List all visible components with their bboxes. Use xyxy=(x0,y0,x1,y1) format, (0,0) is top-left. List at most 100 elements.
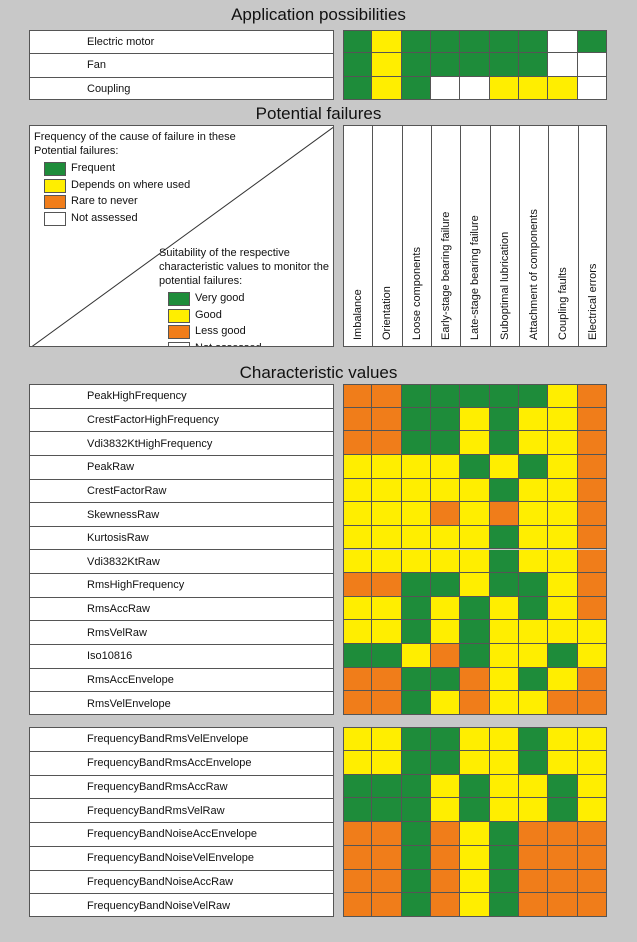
rating-cell xyxy=(460,620,490,645)
rating-cell xyxy=(343,549,373,574)
rating-cell xyxy=(343,822,373,846)
rating-cell xyxy=(401,750,431,775)
rating-cell xyxy=(401,691,431,715)
rating-cell xyxy=(548,596,578,621)
rating-cell xyxy=(548,845,578,870)
rating-cell xyxy=(489,384,519,408)
rating-cell xyxy=(460,869,490,894)
row-label-text: RmsVelEnvelope xyxy=(87,698,171,711)
rating-cell xyxy=(548,644,578,668)
rating-cell xyxy=(489,893,519,917)
rating-cell xyxy=(431,750,461,775)
rating-cell xyxy=(519,478,549,503)
rating-cell xyxy=(548,431,578,455)
rating-cell xyxy=(401,53,431,77)
rating-cell xyxy=(372,667,402,692)
rating-cell xyxy=(519,727,549,751)
rating-cell xyxy=(343,893,373,917)
rating-cell xyxy=(401,644,431,668)
characteristic-group1-labels: PeakHighFrequency CrestFactorHighFrequenc… xyxy=(29,384,334,715)
failure-column-header: Late-stage bearing failure xyxy=(461,126,491,346)
rating-cell xyxy=(372,845,402,870)
rating-cell xyxy=(460,573,490,597)
failure-column-header: Imbalance xyxy=(344,126,374,346)
rating-cell xyxy=(401,727,431,751)
rating-cell xyxy=(431,525,461,550)
rating-cell xyxy=(460,798,490,822)
rating-cell xyxy=(577,869,607,894)
rating-cell xyxy=(577,750,607,775)
legend-label: Less good xyxy=(195,325,246,337)
rating-cell xyxy=(460,667,490,692)
rating-cell xyxy=(548,502,578,526)
rating-cell xyxy=(401,384,431,408)
rating-cell xyxy=(548,525,578,550)
row-label: Fan xyxy=(30,54,333,78)
rating-cell xyxy=(577,596,607,621)
rating-cell xyxy=(343,407,373,432)
row-label-text: FrequencyBandRmsAccEnvelope xyxy=(87,757,252,770)
rating-cell xyxy=(343,727,373,751)
rating-cell xyxy=(519,431,549,455)
rating-cell xyxy=(401,596,431,621)
rating-cell xyxy=(577,644,607,668)
rating-cell xyxy=(489,774,519,799)
rating-cell xyxy=(519,384,549,408)
rating-cell xyxy=(519,525,549,550)
suitability-legend-title: Suitability of the respective characteri… xyxy=(159,247,329,287)
rating-cell xyxy=(431,798,461,822)
rating-cell xyxy=(489,691,519,715)
rating-cell xyxy=(343,431,373,455)
rating-cell xyxy=(548,822,578,846)
rating-cell xyxy=(489,573,519,597)
rating-cell xyxy=(577,727,607,751)
rating-cell xyxy=(489,53,519,77)
application-grid xyxy=(343,30,607,100)
row-label: KurtosisRaw xyxy=(30,527,333,551)
rating-cell xyxy=(460,525,490,550)
rating-cell xyxy=(460,750,490,775)
rating-cell xyxy=(460,727,490,751)
rating-cell xyxy=(519,454,549,479)
rating-cell xyxy=(548,53,578,77)
rating-cell xyxy=(372,478,402,503)
row-label-text: RmsVelRaw xyxy=(87,626,147,639)
rating-cell xyxy=(519,644,549,668)
rating-cell xyxy=(431,384,461,408)
rating-cell xyxy=(460,644,490,668)
row-label: FrequencyBandNoiseVelEnvelope xyxy=(30,847,333,871)
rating-cell xyxy=(460,454,490,479)
rating-cell xyxy=(401,822,431,846)
row-label-text: Vdi3832KtHighFrequency xyxy=(87,437,213,450)
frequency-legend-title: Frequency of the cause of failure in the… xyxy=(34,131,236,157)
rating-cell xyxy=(401,549,431,574)
rating-cell xyxy=(431,822,461,846)
rating-cell xyxy=(460,549,490,574)
rating-cell xyxy=(489,502,519,526)
legend-label: Rare to never xyxy=(71,195,138,207)
rating-cell xyxy=(489,798,519,822)
rating-cell xyxy=(343,30,373,54)
rating-cell xyxy=(372,573,402,597)
rating-cell xyxy=(577,549,607,574)
rating-cell xyxy=(548,893,578,917)
row-label: SkewnessRaw xyxy=(30,503,333,527)
rating-cell xyxy=(343,478,373,503)
row-label-text: PeakRaw xyxy=(87,461,135,474)
rating-cell xyxy=(431,573,461,597)
row-label-text: FrequencyBandRmsAccRaw xyxy=(87,780,228,793)
rating-cell xyxy=(431,431,461,455)
rating-cell xyxy=(577,573,607,597)
rating-cell xyxy=(431,774,461,799)
failure-columns-header: Imbalance Orientation Loose components Earl… xyxy=(343,125,607,347)
row-label-text: RmsAccEnvelope xyxy=(87,674,174,687)
row-label: PeakHighFrequency xyxy=(30,385,333,409)
rating-cell xyxy=(489,431,519,455)
rating-cell xyxy=(343,869,373,894)
rating-cell xyxy=(489,644,519,668)
rating-cell xyxy=(401,30,431,54)
rating-cell xyxy=(431,596,461,621)
rating-cell xyxy=(577,407,607,432)
rating-cell xyxy=(401,525,431,550)
rating-cell xyxy=(431,30,461,54)
